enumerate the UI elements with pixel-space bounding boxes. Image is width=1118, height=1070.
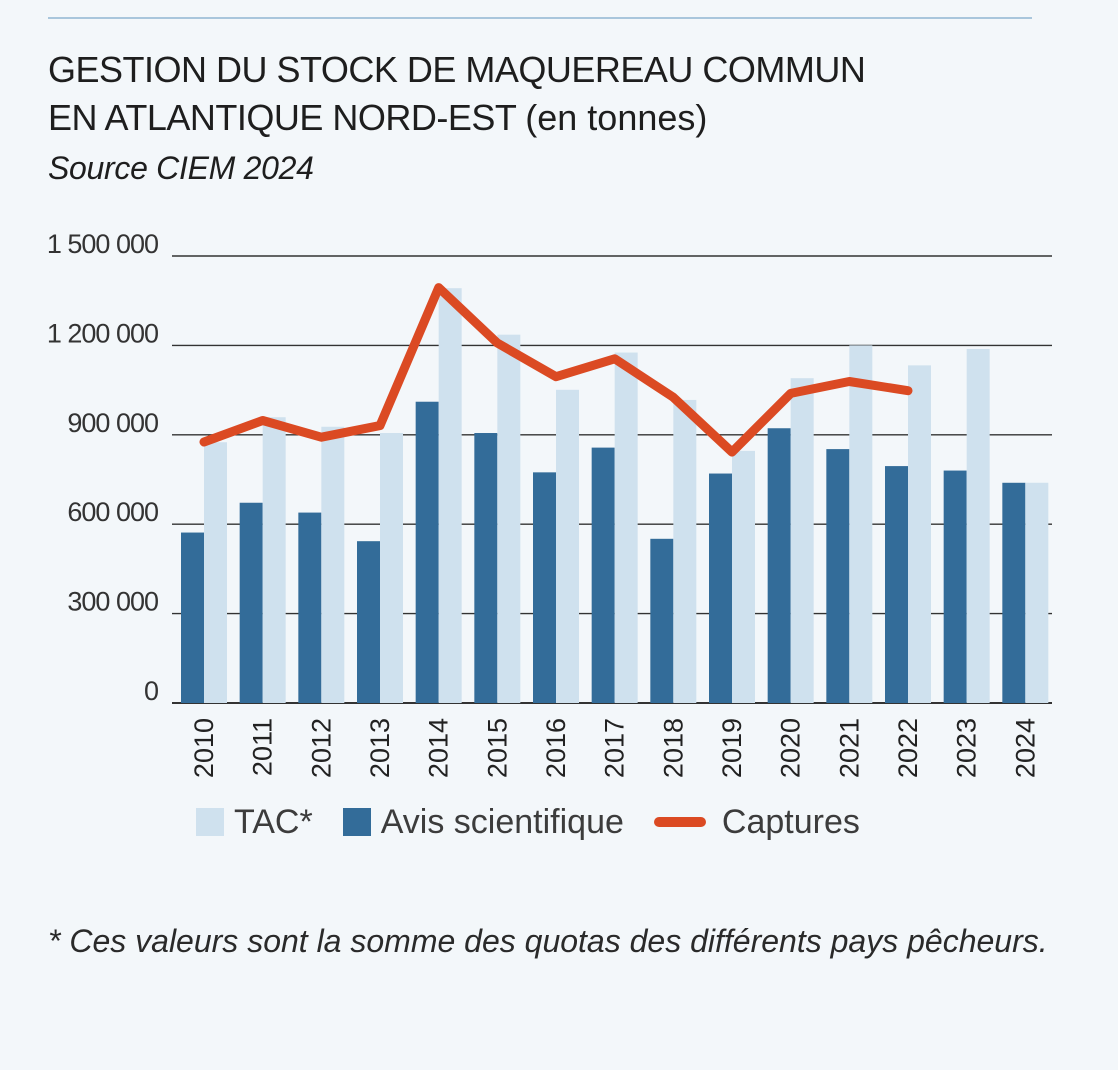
legend-item-avis: Avis scientifique [342, 802, 624, 842]
bar-avis-2022 [885, 466, 908, 703]
legend-item-captures: Captures [653, 802, 860, 842]
bar-tac-2010 [204, 442, 227, 703]
y-tick-label: 1 200 000 [47, 318, 158, 348]
bar-avis-2013 [357, 541, 380, 703]
y-tick-label: 1 500 000 [47, 229, 158, 259]
bar-tac-2018 [673, 399, 697, 703]
chart: 0 300 000 600 000 900 000 1 200 000 1 500 000… [47, 229, 1052, 778]
x-tick-label: 2021 [834, 718, 864, 778]
bar-tac-2022 [908, 365, 931, 703]
x-tick-label: 2018 [658, 718, 688, 778]
y-tick-label: 300 000 [67, 587, 158, 617]
legend-swatch-tac [196, 808, 224, 836]
bar-tac-2014 [438, 288, 462, 703]
captures-line-layer [199, 283, 913, 457]
footnote: * Ces valeurs sont la somme des quotas d… [48, 923, 1048, 959]
legend: TAC* Avis scientifique Captures [196, 800, 890, 844]
source-label: Source CIEM 2024 [48, 150, 314, 186]
bar-avis-2012 [298, 512, 322, 703]
x-tick-label: 2013 [365, 718, 395, 778]
bar-avis-2010 [181, 532, 204, 703]
legend-swatch-captures [653, 817, 706, 827]
y-tick-labels: 0 300 000 600 000 900 000 1 200 000 1 500 000 [47, 229, 159, 706]
x-tick-label: 2017 [600, 718, 630, 778]
legend-label-tac: TAC* [234, 802, 313, 841]
x-tick-label: 2024 [1010, 718, 1040, 778]
bar-tac-2013 [380, 433, 403, 703]
bar-avis-2019 [709, 473, 732, 703]
bar-avis-2020 [767, 428, 791, 703]
y-tick-label: 0 [144, 676, 158, 706]
x-tick-label: 2014 [424, 718, 454, 778]
title-line-1: GESTION DU STOCK DE MAQUEREAU COMMUN [48, 49, 866, 90]
title-unit: (en tonnes) [525, 97, 708, 138]
x-tick-label: 2010 [189, 718, 219, 778]
legend-swatch-avis [342, 808, 371, 836]
x-tick-label: 2019 [717, 718, 747, 778]
bar-tac-2023 [966, 348, 990, 703]
y-tick-label: 600 000 [67, 497, 158, 527]
x-tick-label: 2020 [776, 718, 806, 778]
bar-avis-2015 [474, 433, 498, 703]
bar-tac-2015 [497, 334, 521, 703]
bar-tac-2011 [262, 417, 286, 703]
bar-tac-2017 [614, 352, 638, 703]
x-tick-label: 2022 [893, 718, 923, 778]
legend-label-captures: Captures [721, 802, 860, 841]
title-line-2: EN ATLANTIQUE NORD-EST [48, 97, 516, 138]
legend-item-tac: TAC* [196, 803, 313, 842]
bars [181, 288, 1049, 703]
x-tick-label: 2012 [306, 718, 336, 778]
bar-avis-2024 [1002, 482, 1026, 703]
chart-title: GESTION DU STOCK DE MAQUEREAU COMMUN EN … [48, 46, 1028, 142]
bar-tac-2021 [849, 345, 873, 703]
x-tick-label: 2011 [248, 718, 278, 776]
top-rule [48, 17, 1032, 19]
bar-avis-2016 [533, 472, 556, 703]
bar-avis-2017 [591, 447, 615, 703]
bar-avis-2014 [415, 401, 439, 703]
bar-avis-2021 [826, 449, 850, 703]
bar-avis-2011 [239, 502, 263, 703]
x-tick-label: 2015 [482, 718, 512, 778]
bar-avis-2023 [943, 470, 967, 703]
bar-tac-2012 [321, 426, 345, 703]
x-tick-labels: 2010 2011 2012 2013 2014 2015 2016 2017 2018 2019… [189, 718, 1040, 778]
bar-tac-2016 [556, 389, 579, 703]
bar-tac-2024 [1025, 482, 1049, 703]
legend-label-avis: Avis scientifique [380, 802, 624, 841]
bar-tac-2019 [732, 450, 755, 703]
x-tick-label: 2016 [541, 718, 571, 778]
bar-tac-2020 [790, 378, 814, 703]
x-tick-label: 2023 [952, 718, 982, 778]
bar-avis-2018 [650, 538, 674, 703]
y-tick-label: 900 000 [67, 408, 158, 438]
